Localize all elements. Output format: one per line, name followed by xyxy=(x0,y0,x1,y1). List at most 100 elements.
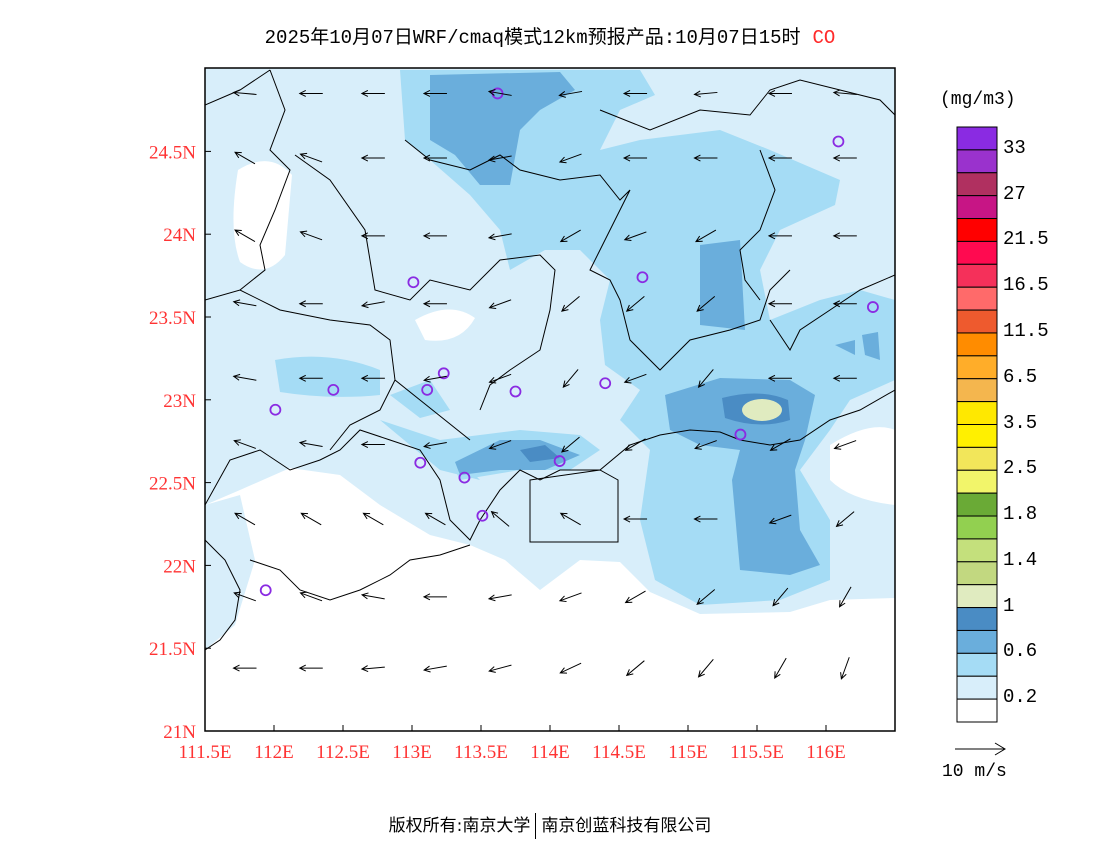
wind-arrow xyxy=(488,664,512,673)
level-1.4-hotspot xyxy=(742,399,782,421)
legend-swatch xyxy=(956,332,998,357)
wind-arrow xyxy=(767,89,792,97)
legend-label: 2.5 xyxy=(1003,457,1038,480)
wind-arrow xyxy=(300,512,322,526)
wind-arrow xyxy=(768,514,792,525)
station-marker xyxy=(867,301,879,313)
wind-arrow xyxy=(839,586,852,608)
wind-arrow xyxy=(233,591,256,602)
wind-arrow xyxy=(488,373,512,384)
reference-vector-arrow xyxy=(955,742,1006,756)
wind-arrow xyxy=(233,439,256,449)
wind-arrow xyxy=(360,154,385,162)
y-tick-label: 23.5N xyxy=(149,308,196,329)
wind-arrow xyxy=(559,229,581,243)
y-tick-label: 24N xyxy=(163,225,196,246)
wind-arrow xyxy=(693,515,718,523)
legend-label: 27 xyxy=(1003,182,1026,205)
y-tick-label: 22N xyxy=(163,556,196,577)
wind-arrow xyxy=(695,229,717,243)
color-legend xyxy=(956,126,998,723)
wind-arrow xyxy=(232,89,257,97)
station-marker xyxy=(636,271,649,284)
wind-arrow xyxy=(299,591,323,602)
wind-arrow xyxy=(697,658,714,678)
wind-arrow xyxy=(299,230,323,241)
wind-arrow xyxy=(772,587,789,607)
wind-arrow xyxy=(487,155,512,163)
x-tick-label: 112E xyxy=(254,742,293,763)
legend-unit: (mg/m3) xyxy=(940,90,1016,110)
wind-arrow xyxy=(767,232,792,240)
wind-arrow xyxy=(298,374,323,382)
wind-arrow xyxy=(487,89,512,96)
wind-arrow xyxy=(360,301,385,309)
wind-arrow xyxy=(693,90,718,98)
x-tick-label: 113.5E xyxy=(454,742,508,763)
chart-title: 2025年10月07日WRF/cmaq模式12km预报产品:10月07日15时 C… xyxy=(0,22,1100,49)
station-marker xyxy=(259,584,272,597)
legend-swatch xyxy=(956,401,998,426)
legend-swatch xyxy=(956,538,998,563)
station-marker xyxy=(327,383,340,396)
legend-swatch xyxy=(956,675,998,700)
wind-arrow xyxy=(232,664,257,672)
legend-label: 21.5 xyxy=(1003,228,1049,251)
legend-swatch xyxy=(956,195,998,220)
wind-arrow xyxy=(767,154,792,162)
clear-patch-c xyxy=(415,309,475,341)
wind-arrow xyxy=(299,152,323,163)
clear-patch-nw xyxy=(233,161,292,270)
legend-swatch xyxy=(956,378,998,403)
wind-arrow xyxy=(832,232,857,240)
legend-swatch xyxy=(956,561,998,586)
x-tick-label: 116E xyxy=(806,742,845,763)
wind-arrow xyxy=(840,657,850,680)
y-axis: 24.5N 24N 23.5N 23N 22.5N 22N 21.5N 21N xyxy=(149,142,211,743)
legend-label: 16.5 xyxy=(1003,274,1049,297)
wind-arrow xyxy=(769,438,791,451)
wind-arrow xyxy=(835,511,855,528)
wind-arrow xyxy=(423,375,447,383)
wind-arrow xyxy=(693,154,718,162)
wind-arrow xyxy=(360,665,385,673)
wind-arrow xyxy=(832,374,857,382)
wind-arrow xyxy=(360,232,385,240)
wind-arrow xyxy=(561,436,580,453)
legend-label: 3.5 xyxy=(1003,411,1038,434)
legend-swatch xyxy=(956,607,998,631)
wind-arrow xyxy=(767,374,792,382)
title-main: 2025年10月07日WRF/cmaq模式12km预报产品:10月07日15时 xyxy=(264,27,801,49)
legend-swatch xyxy=(956,492,998,517)
station-marker xyxy=(421,383,434,396)
station-marker xyxy=(437,367,450,380)
wind-arrow xyxy=(625,295,645,312)
wind-arrow xyxy=(490,510,510,527)
wind-arrow xyxy=(234,229,256,243)
wind-arrow xyxy=(360,592,385,600)
wind-arrow xyxy=(559,662,582,674)
legend-label: 1.8 xyxy=(1003,503,1038,526)
wind-arrow xyxy=(558,90,583,98)
wind-arrow xyxy=(424,512,446,526)
wind-arrow xyxy=(624,438,646,451)
legend-swatch xyxy=(956,263,998,288)
wind-arrow xyxy=(832,300,857,308)
x-tick-label: 111.5E xyxy=(179,742,232,763)
wind-arrow xyxy=(298,664,323,672)
legend-swatch xyxy=(956,584,998,609)
legend-swatch xyxy=(956,126,998,151)
wind-arrow xyxy=(624,590,646,604)
legend-swatch xyxy=(956,469,998,494)
wind-arrow xyxy=(360,374,385,382)
legend-swatch xyxy=(956,652,998,677)
boundaries xyxy=(205,69,895,651)
wind-arrow xyxy=(622,154,648,162)
footer-left: 版权所有:南京大学 xyxy=(388,816,531,836)
station-marker xyxy=(458,471,471,484)
wind-arrow xyxy=(767,300,792,308)
station-markers xyxy=(259,87,879,597)
legend-swatch xyxy=(956,446,998,471)
y-tick-label: 23N xyxy=(163,391,196,412)
